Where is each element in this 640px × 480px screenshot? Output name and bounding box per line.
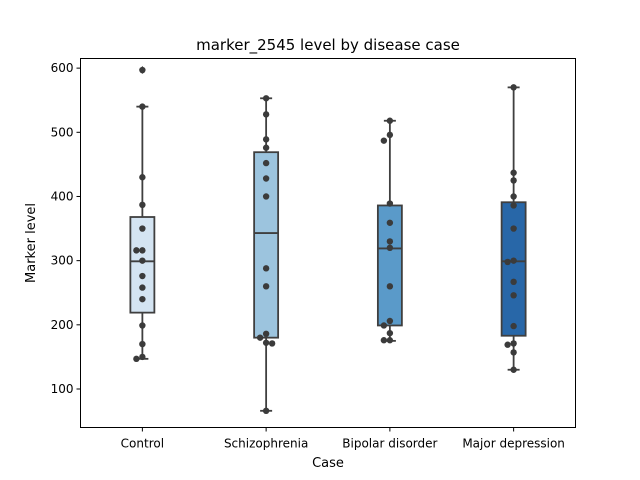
x-tick-label: Bipolar disorder: [342, 437, 437, 451]
data-point: [139, 103, 146, 110]
y-tick-label: 300: [51, 254, 74, 268]
data-point: [510, 366, 517, 373]
data-point: [510, 278, 517, 286]
plot-frame: [80, 58, 576, 428]
data-point: [139, 322, 146, 329]
data-point: [510, 84, 517, 91]
box-group-4: [500, 84, 527, 373]
data-point: [386, 317, 394, 325]
data-point: [510, 169, 517, 176]
data-point: [139, 353, 146, 361]
data-point: [386, 337, 394, 344]
data-point: [139, 247, 146, 254]
data-point: [262, 144, 270, 151]
plot-area: [129, 66, 527, 415]
data-point: [386, 117, 394, 124]
x-axis-title: Case: [312, 456, 344, 471]
data-point: [386, 283, 394, 290]
data-point: [510, 177, 517, 184]
data-point: [380, 137, 388, 144]
y-tick-label: 500: [51, 125, 74, 139]
data-point: [139, 174, 146, 181]
data-point: [510, 349, 517, 356]
data-point: [380, 337, 388, 344]
data-point: [133, 247, 140, 254]
box-group-2: [253, 95, 280, 415]
data-point: [139, 225, 146, 232]
data-point: [139, 201, 146, 209]
data-point: [386, 238, 394, 245]
data-point: [139, 272, 146, 280]
data-point: [139, 284, 146, 291]
data-point: [262, 265, 270, 272]
x-tick-label: Major depression: [462, 437, 565, 451]
data-point: [380, 322, 388, 329]
x-tick-label: Schizophrenia: [224, 437, 308, 451]
data-point: [386, 329, 394, 337]
data-point: [262, 175, 270, 182]
y-tick-label: 100: [51, 382, 74, 396]
axes: 100 200 300 400 500 600 Control Schizophrenia Bi…: [51, 61, 565, 450]
box-group-3: [376, 117, 403, 344]
box-group-1: [129, 66, 156, 363]
data-point: [510, 340, 517, 347]
data-point: [386, 219, 394, 226]
data-point: [262, 193, 270, 200]
data-point: [510, 202, 517, 209]
data-point: [510, 322, 517, 330]
data-point: [262, 407, 270, 415]
y-tick-label: 200: [51, 318, 74, 332]
data-point: [262, 111, 270, 118]
data-point: [504, 341, 511, 348]
data-point: [139, 340, 146, 348]
data-point: [268, 340, 276, 347]
data-point: [139, 257, 146, 264]
data-point: [510, 257, 517, 264]
data-point: [386, 244, 394, 252]
data-point: [262, 339, 270, 346]
data-point: [262, 159, 270, 167]
data-point: [262, 283, 270, 290]
data-point: [510, 225, 517, 232]
data-point: [510, 292, 517, 299]
data-point: [133, 355, 140, 363]
data-point: [262, 95, 270, 102]
data-point: [139, 295, 146, 303]
data-point: [262, 136, 270, 143]
data-point: [139, 66, 146, 74]
chart-title: marker_2545 level by disease case: [196, 36, 460, 55]
data-point: [510, 193, 517, 200]
y-tick-label: 600: [51, 61, 74, 75]
iqr-box: [253, 151, 280, 339]
y-tick-label: 400: [51, 189, 74, 203]
data-point: [386, 131, 394, 139]
y-axis-title: Marker level: [24, 203, 39, 283]
x-tick-label: Control: [121, 437, 164, 451]
data-point: [504, 258, 511, 266]
iqr-box: [500, 201, 527, 337]
data-point: [386, 200, 394, 207]
data-point: [262, 330, 270, 338]
data-point: [256, 334, 264, 341]
